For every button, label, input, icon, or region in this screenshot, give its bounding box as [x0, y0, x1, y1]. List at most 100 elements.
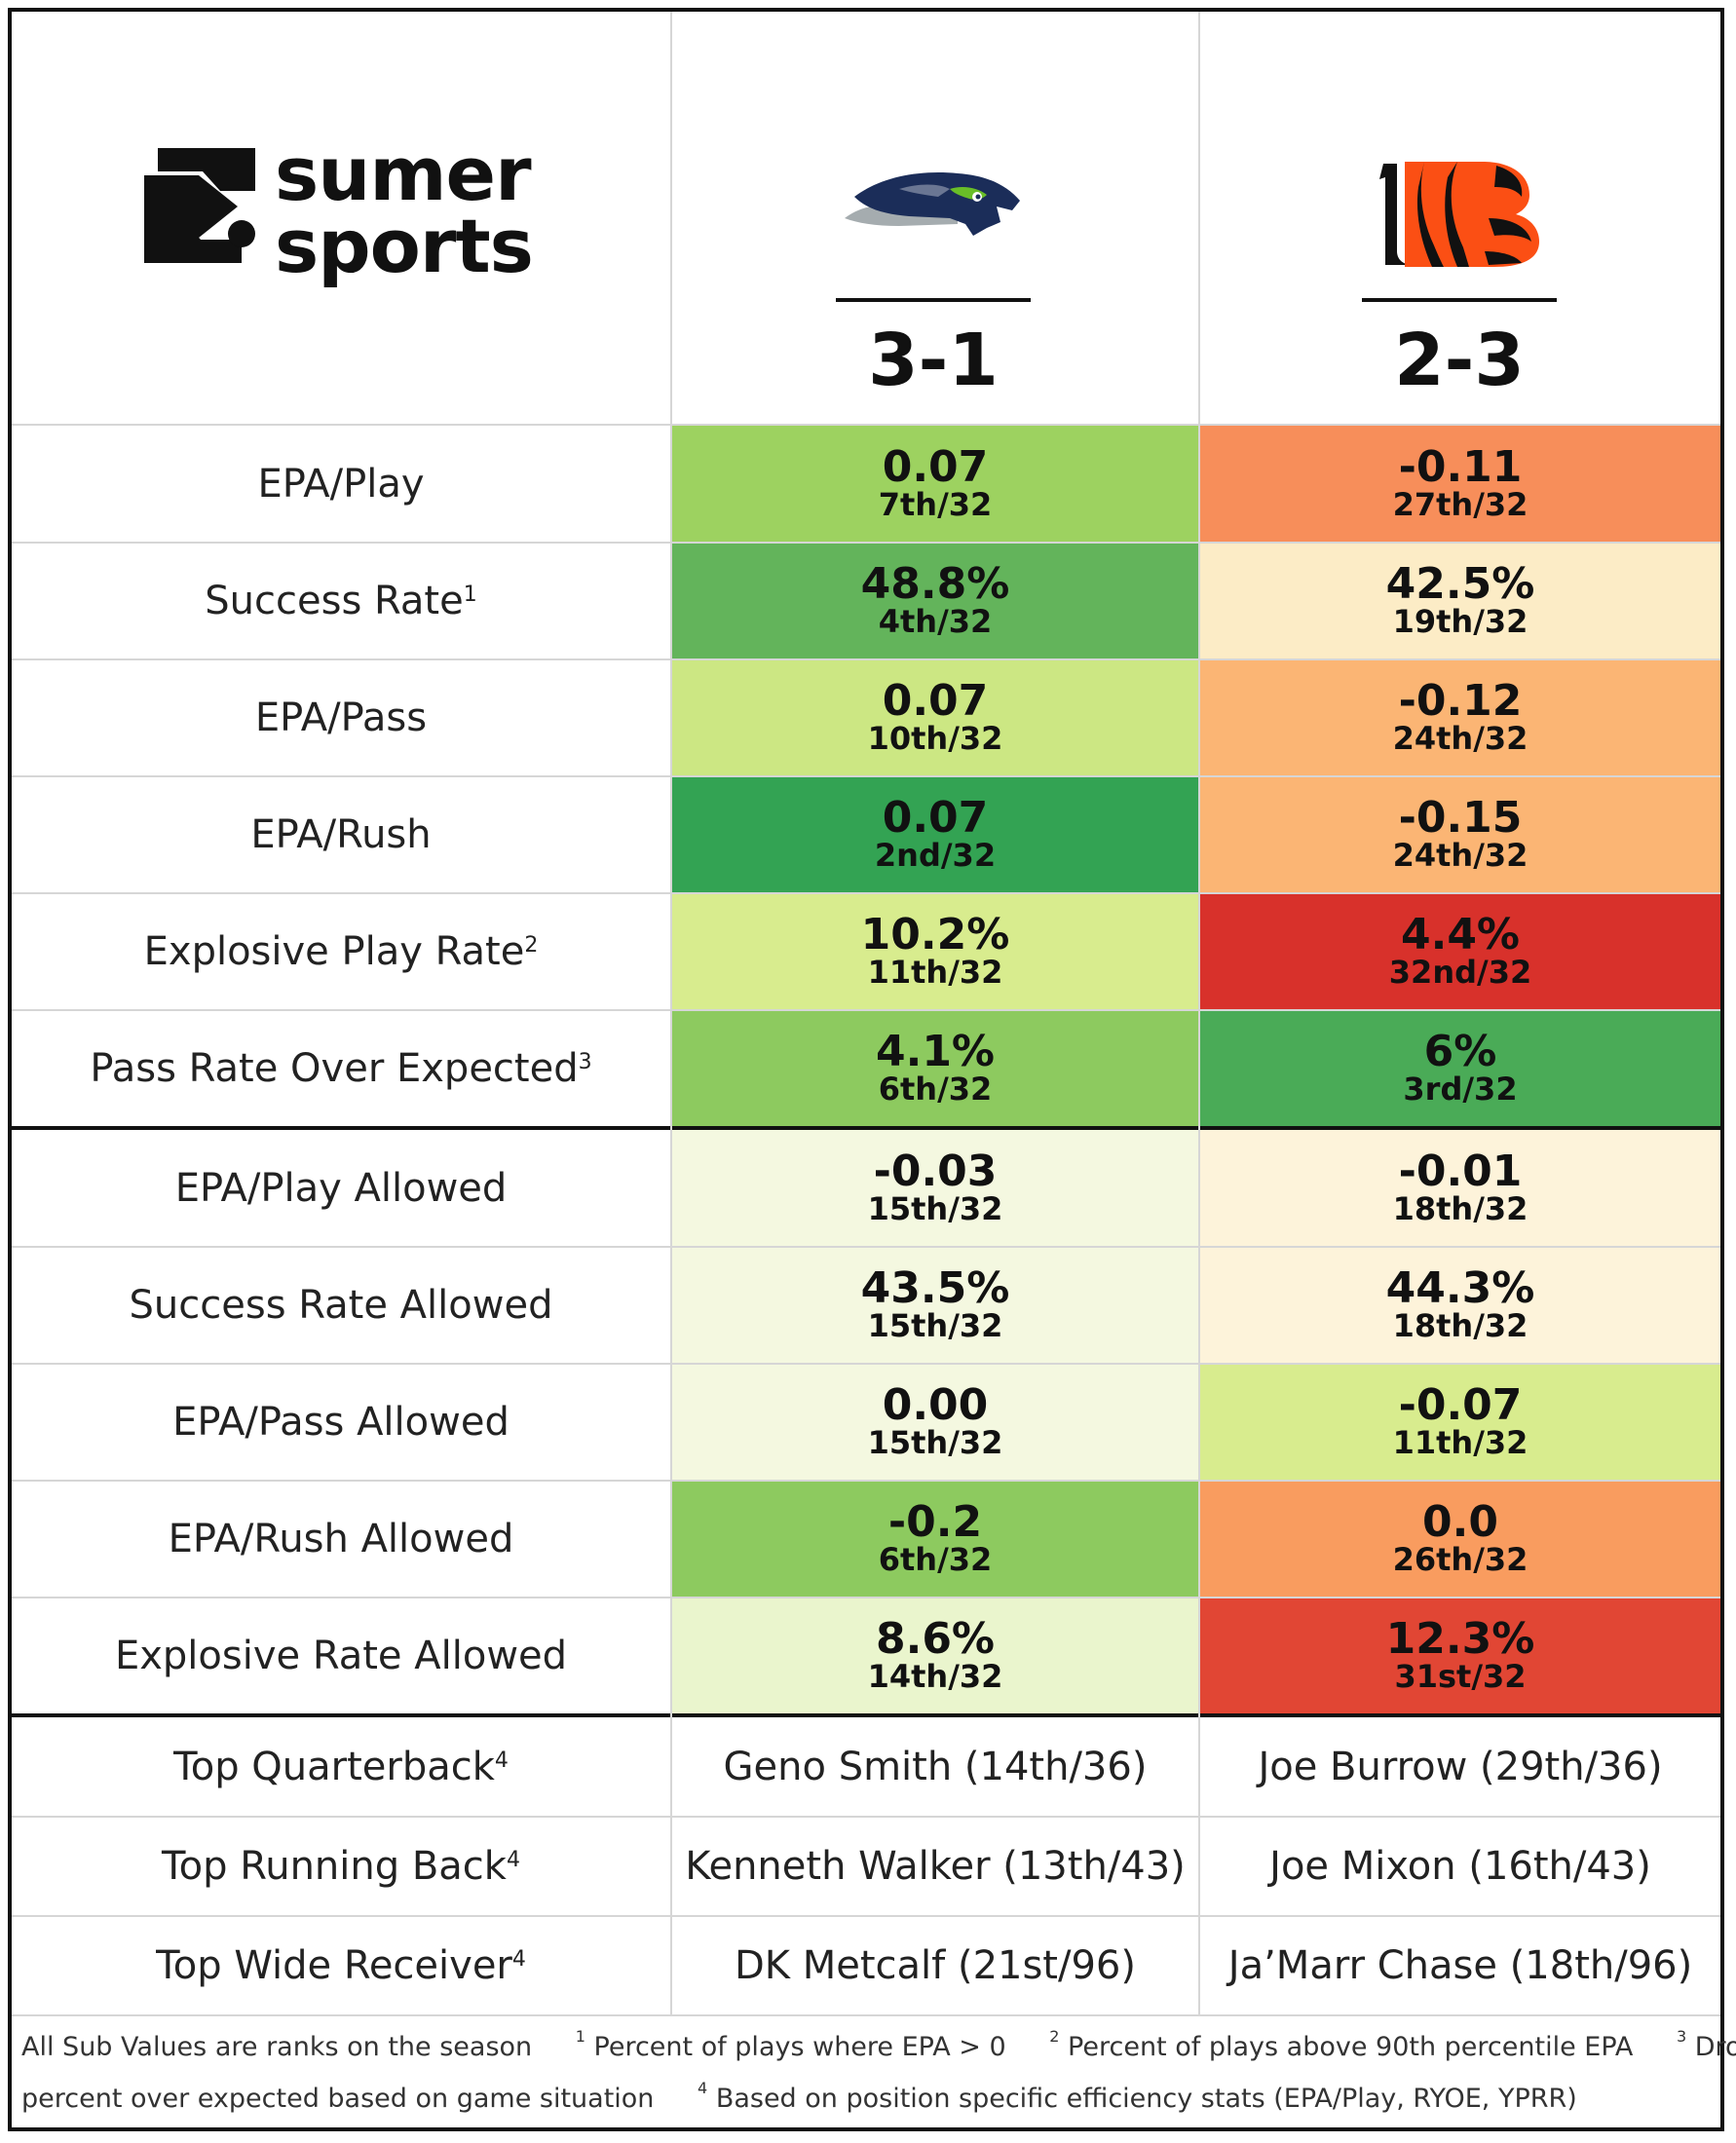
stat-label-text: Explosive Play Rate	[143, 928, 525, 974]
footnote-text: Percent of plays where EPA > 0	[593, 2032, 1006, 2062]
stat-row-success-rate-allowed: Success Rate Allowed 43.5% 15th/32 44.3% 1…	[12, 1247, 1720, 1363]
seahawks-stat-cell: 10.2% 11th/32	[672, 893, 1198, 1009]
stat-rank: 15th/32	[867, 1189, 1003, 1227]
seahawks-player: Geno Smith (14th/36)	[723, 1744, 1148, 1789]
footnote-3-continued: percent over expected based on game situ…	[21, 2084, 655, 2114]
stat-rank: 32nd/32	[1388, 953, 1532, 991]
stat-rank: 15th/32	[867, 1306, 1003, 1344]
stat-value: 48.8%	[860, 558, 1010, 609]
footnote-marker: 4	[698, 2079, 708, 2097]
footnotes: All Sub Values are ranks on the season 1…	[21, 2018, 1736, 2122]
stat-value: -0.01	[1398, 1146, 1523, 1196]
stat-row-success-rate: Success Rate 1 48.8% 4th/32 42.5% 19th/32	[12, 543, 1720, 658]
stat-row-epa-pass-allowed: EPA/Pass Allowed 0.00 15th/32 -0.07 11th/3…	[12, 1364, 1720, 1480]
stat-row-epa-rush: EPA/Rush 0.07 2nd/32 -0.15 24th/32	[12, 776, 1720, 892]
footnote-marker: 1	[463, 583, 477, 607]
stat-rank: 26th/32	[1392, 1540, 1528, 1578]
stat-value: 44.3%	[1385, 1262, 1535, 1313]
header: sumer sports 3-1	[12, 12, 1720, 424]
footnote-text: Percent of plays above 90th percentile E…	[1068, 2032, 1634, 2062]
player-row-running-back: Top Running Back 4 Kenneth Walker (13th/4…	[12, 1817, 1720, 1915]
bengals-stat-cell: 12.3% 31st/32	[1200, 1598, 1720, 1713]
brand-line-2: sports	[275, 203, 534, 289]
player-row-wide-receiver: Top Wide Receiver 4 DK Metcalf (21st/96) …	[12, 1916, 1720, 2014]
player-row-label-text: Top Quarterback	[173, 1744, 495, 1789]
team-rule	[836, 298, 1031, 302]
stat-row-epa-play-allowed: EPA/Play Allowed -0.03 15th/32 -0.01 18th/…	[12, 1130, 1720, 1246]
stat-label: Explosive Play Rate 2	[12, 893, 670, 1009]
stat-value: 4.1%	[875, 1026, 996, 1076]
footnote-text: Based on position specific efficiency st…	[715, 2084, 1577, 2114]
footnote-marker: 3	[1676, 2027, 1687, 2046]
row-divider	[12, 2014, 1720, 2016]
stat-value: 8.6%	[875, 1613, 996, 1664]
seahawks-stat-cell: 0.07 7th/32	[672, 426, 1198, 542]
seahawks-stat-cell: 0.07 2nd/32	[672, 776, 1198, 892]
stat-label-text: EPA/Pass	[254, 695, 428, 740]
stat-value: 10.2%	[860, 909, 1010, 959]
row-divider	[12, 1915, 1720, 1917]
seahawks-stat-cell: -0.03 15th/32	[672, 1130, 1198, 1246]
row-divider	[12, 892, 1720, 894]
row-divider	[12, 1246, 1720, 1248]
header-divider	[670, 12, 672, 424]
player-row-label-text: Top Running Back	[162, 1843, 507, 1889]
stat-row-pass-rate-over-expected: Pass Rate Over Expected 3 4.1% 6th/32 6% 3r…	[12, 1010, 1720, 1126]
team-header-bengals: 2-3	[1198, 12, 1720, 424]
seahawks-stat-cell: 8.6% 14th/32	[672, 1598, 1198, 1713]
stat-row-epa-rush-allowed: EPA/Rush Allowed -0.2 6th/32 0.0 26th/32	[12, 1481, 1720, 1597]
bengals-stat-cell: -0.15 24th/32	[1200, 776, 1720, 892]
bengals-stat-cell: -0.07 11th/32	[1200, 1364, 1720, 1480]
stat-label: EPA/Rush Allowed	[12, 1481, 670, 1597]
stat-label-text: EPA/Play	[257, 461, 425, 507]
stat-rank: 27th/32	[1392, 485, 1528, 523]
stat-value: -0.2	[887, 1496, 983, 1547]
stat-value: 4.4%	[1400, 909, 1521, 959]
footnote-1: 1 Percent of plays where EPA > 0	[576, 2018, 1006, 2070]
player-row-quarterback: Top Quarterback 4 Geno Smith (14th/36) Jo…	[12, 1717, 1720, 1816]
stat-rank: 18th/32	[1392, 1189, 1528, 1227]
sumer-sports-mark-icon	[144, 148, 255, 263]
row-divider	[12, 1480, 1720, 1482]
section-divider	[12, 1126, 1720, 1130]
player-row-label: Top Running Back 4	[12, 1817, 670, 1915]
stat-value: 6%	[1423, 1026, 1497, 1076]
stat-rank: 2nd/32	[874, 836, 997, 874]
stat-value: 0.07	[882, 792, 989, 843]
stat-label: EPA/Play	[12, 426, 670, 542]
stat-value: 0.00	[882, 1379, 989, 1430]
stat-row-explosive-rate-allowed: Explosive Rate Allowed 8.6% 14th/32 12.3%…	[12, 1598, 1720, 1713]
stat-label: EPA/Pass	[12, 659, 670, 775]
row-divider	[12, 1597, 1720, 1598]
footnote-line-1: All Sub Values are ranks on the season 1…	[21, 2018, 1736, 2070]
stat-rank: 24th/32	[1392, 719, 1528, 757]
seahawks-stat-cell: 0.00 15th/32	[672, 1364, 1198, 1480]
stat-label: EPA/Rush	[12, 776, 670, 892]
comparison-card: sumer sports 3-1	[8, 8, 1736, 2131]
stat-value: 0.0	[1422, 1496, 1498, 1547]
stat-rank: 11th/32	[1392, 1423, 1528, 1461]
stat-rank: 31st/32	[1394, 1657, 1527, 1695]
column-divider	[1198, 426, 1200, 2014]
row-divider	[12, 1363, 1720, 1365]
stat-rank: 6th/32	[878, 1070, 993, 1108]
player-row-label: Top Quarterback 4	[12, 1717, 670, 1816]
bengals-player: Ja’Marr Chase (18th/96)	[1227, 1942, 1693, 1988]
stat-rank: 11th/32	[867, 953, 1003, 991]
brand-logo: sumer sports	[12, 12, 670, 424]
footnote-text: Dropback	[1694, 2032, 1736, 2062]
stat-label-text: EPA/Rush Allowed	[168, 1516, 514, 1561]
bengals-player: Joe Mixon (16th/43)	[1269, 1843, 1651, 1889]
bengals-stat-cell: 4.4% 32nd/32	[1200, 893, 1720, 1009]
stat-value: -0.11	[1398, 441, 1523, 492]
stat-label: EPA/Play Allowed	[12, 1130, 670, 1246]
footnote-marker: 4	[506, 1848, 520, 1872]
bengals-stat-cell: -0.01 18th/32	[1200, 1130, 1720, 1246]
stat-label: Explosive Rate Allowed	[12, 1598, 670, 1713]
stat-rank: 18th/32	[1392, 1306, 1528, 1344]
stat-row-epa-pass: EPA/Pass 0.07 10th/32 -0.12 24th/32	[12, 659, 1720, 775]
stat-label: Success Rate Allowed	[12, 1247, 670, 1363]
section-divider	[12, 1713, 1720, 1717]
team-rule	[1362, 298, 1557, 302]
stat-label: EPA/Pass Allowed	[12, 1364, 670, 1480]
